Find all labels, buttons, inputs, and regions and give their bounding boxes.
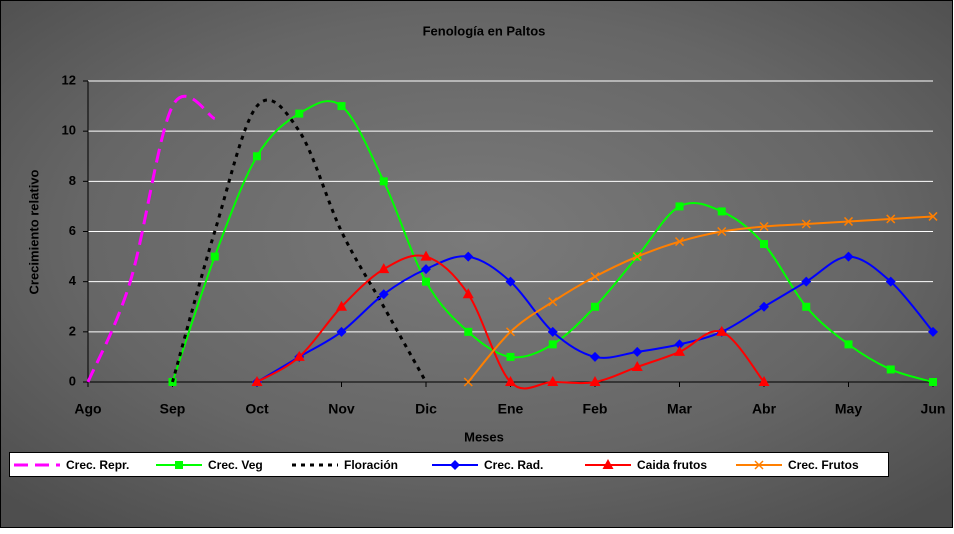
point [929,378,937,386]
point [175,461,183,469]
chart-title: Fenología en Paltos [423,23,546,38]
point [295,110,303,118]
y-tick-label: 4 [69,273,77,288]
y-tick-label: 0 [69,373,76,388]
point [887,365,895,373]
point [422,278,430,286]
y-tick-label: 6 [69,223,76,238]
point [507,353,515,361]
x-tick-label: Sep [160,401,186,417]
legend-label: Crec. Frutos [788,458,859,472]
x-tick-label: Oct [245,401,269,417]
chart: Fenología en Paltos Meses Crecimiento re… [0,0,954,529]
point [676,202,684,210]
point [845,340,853,348]
point [464,328,472,336]
point [718,207,726,215]
point [380,177,388,185]
y-tick-label: 8 [69,173,76,188]
x-tick-label: May [835,401,862,417]
background [1,1,953,528]
x-tick-label: Nov [328,401,355,417]
point [760,240,768,248]
x-tick-label: Mar [667,401,692,417]
y-tick-label: 12 [62,72,76,87]
x-axis-title: Meses [464,429,504,444]
x-tick-label: Ago [74,401,101,417]
point [549,340,557,348]
x-tick-label: Ene [498,401,524,417]
legend-label: Floración [344,458,398,472]
legend-label: Caida frutos [637,458,707,472]
point [211,253,219,261]
y-tick-label: 10 [62,123,76,138]
page: Fenología en Paltos Meses Crecimiento re… [0,0,954,534]
legend-label: Crec. Veg [208,458,263,472]
point [253,152,261,160]
point [802,303,810,311]
x-tick-label: Feb [583,401,608,417]
y-tick-label: 2 [69,323,76,338]
point [591,303,599,311]
point [338,102,346,110]
x-tick-label: Abr [752,401,777,417]
legend-label: Crec. Rad. [484,458,543,472]
x-tick-label: Dic [415,401,437,417]
legend-label: Crec. Repr. [66,458,129,472]
y-axis-title: Crecimiento relativo [26,169,41,294]
x-tick-label: Jun [921,401,946,417]
